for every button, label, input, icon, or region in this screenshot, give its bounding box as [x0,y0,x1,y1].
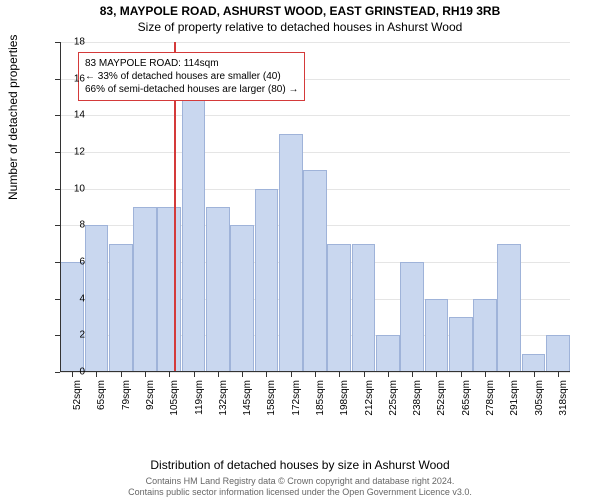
x-tick-label: 278sqm [485,380,496,428]
bar [255,189,279,372]
annotation-line: 66% of semi-detached houses are larger (… [85,83,298,96]
bar [109,244,133,372]
y-axis-line [60,42,61,372]
x-tick-mark [145,372,146,377]
chart-title: Size of property relative to detached ho… [0,18,600,34]
x-tick-mark [388,372,389,377]
y-tick-label: 6 [79,257,85,268]
bar [473,299,497,372]
bar [425,299,449,372]
bar [449,317,473,372]
x-tick-mark [364,372,365,377]
x-axis-label: Distribution of detached houses by size … [0,458,600,472]
x-tick-label: 158sqm [266,380,277,428]
bar [376,335,400,372]
footer-line2: Contains public sector information licen… [0,487,600,498]
x-tick-label: 185sqm [315,380,326,428]
x-tick-mark [169,372,170,377]
x-tick-label: 52sqm [72,380,83,428]
x-tick-mark [121,372,122,377]
y-tick-label: 18 [74,37,85,48]
x-tick-label: 145sqm [242,380,253,428]
bar [279,134,303,372]
x-tick-mark [412,372,413,377]
x-tick-label: 318sqm [558,380,569,428]
bar [206,207,230,372]
bar [400,262,424,372]
bar [546,335,570,372]
x-tick-label: 119sqm [194,380,205,428]
x-tick-mark [461,372,462,377]
x-tick-mark [96,372,97,377]
y-tick-mark [55,372,60,373]
x-tick-mark [242,372,243,377]
x-tick-mark [291,372,292,377]
y-tick-label: 2 [79,330,85,341]
y-tick-label: 12 [74,147,85,158]
bar [230,225,254,372]
y-tick-label: 8 [79,220,85,231]
chart-supertitle: 83, MAYPOLE ROAD, ASHURST WOOD, EAST GRI… [0,0,600,18]
y-tick-label: 16 [74,73,85,84]
chart-footer: Contains HM Land Registry data © Crown c… [0,476,600,498]
x-tick-mark [339,372,340,377]
bar [157,207,181,372]
bar [60,262,84,372]
y-tick-label: 0 [79,367,85,378]
annotation-line: 83 MAYPOLE ROAD: 114sqm [85,57,298,70]
x-tick-mark [485,372,486,377]
y-tick-label: 14 [74,110,85,121]
x-tick-label: 252sqm [436,380,447,428]
x-tick-label: 291sqm [509,380,520,428]
x-tick-label: 105sqm [169,380,180,428]
x-tick-label: 212sqm [364,380,375,428]
x-tick-mark [558,372,559,377]
bar [182,97,206,372]
gridline [60,115,570,116]
x-tick-mark [194,372,195,377]
x-tick-label: 65sqm [96,380,107,428]
bar [85,225,109,372]
x-tick-label: 265sqm [461,380,472,428]
bar [303,170,327,372]
gridline [60,152,570,153]
x-tick-mark [315,372,316,377]
annotation-line: ← 33% of detached houses are smaller (40… [85,70,298,83]
annotation-box: 83 MAYPOLE ROAD: 114sqm← 33% of detached… [78,52,305,101]
x-tick-label: 79sqm [121,380,132,428]
bar [327,244,351,372]
gridline [60,42,570,43]
y-tick-label: 10 [74,183,85,194]
bar [133,207,157,372]
x-tick-label: 92sqm [145,380,156,428]
x-tick-label: 172sqm [291,380,302,428]
x-tick-mark [509,372,510,377]
x-tick-mark [534,372,535,377]
bar [522,354,546,372]
x-tick-mark [436,372,437,377]
bar [352,244,376,372]
plot-area: 83 MAYPOLE ROAD: 114sqm← 33% of detached… [60,42,570,372]
x-tick-label: 132sqm [218,380,229,428]
x-tick-mark [72,372,73,377]
x-tick-label: 198sqm [339,380,350,428]
x-tick-mark [218,372,219,377]
bar [497,244,521,372]
x-tick-label: 238sqm [412,380,423,428]
footer-line1: Contains HM Land Registry data © Crown c… [0,476,600,487]
x-tick-label: 305sqm [534,380,545,428]
x-tick-mark [266,372,267,377]
y-axis-label: Number of detached properties [6,35,20,200]
y-tick-label: 4 [79,293,85,304]
x-tick-label: 225sqm [388,380,399,428]
